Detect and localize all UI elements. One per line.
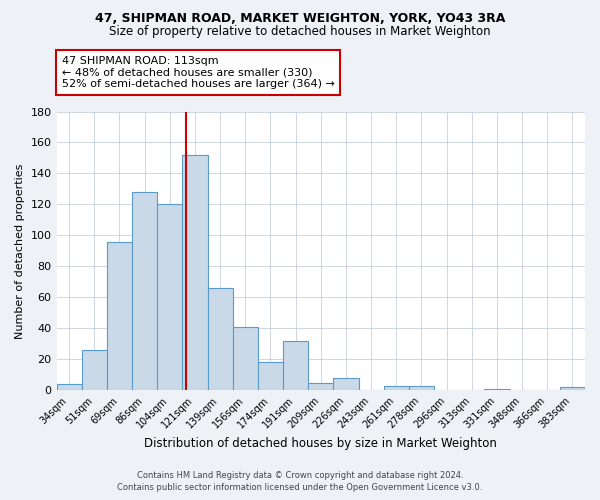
Bar — [484, 388, 509, 390]
Bar — [233, 327, 258, 390]
Bar — [560, 387, 585, 390]
Bar — [308, 382, 334, 390]
Bar — [157, 204, 182, 390]
Text: Contains HM Land Registry data © Crown copyright and database right 2024.
Contai: Contains HM Land Registry data © Crown c… — [118, 471, 482, 492]
Bar — [283, 340, 308, 390]
Text: 47 SHIPMAN ROAD: 113sqm
← 48% of detached houses are smaller (330)
52% of semi-d: 47 SHIPMAN ROAD: 113sqm ← 48% of detache… — [62, 56, 335, 89]
Text: 47, SHIPMAN ROAD, MARKET WEIGHTON, YORK, YO43 3RA: 47, SHIPMAN ROAD, MARKET WEIGHTON, YORK,… — [95, 12, 505, 26]
Bar — [82, 350, 107, 391]
Bar — [132, 192, 157, 390]
Bar — [56, 384, 82, 390]
Bar — [258, 362, 283, 390]
Bar — [208, 288, 233, 390]
Bar — [107, 242, 132, 390]
Bar — [182, 155, 208, 390]
Bar — [409, 386, 434, 390]
Y-axis label: Number of detached properties: Number of detached properties — [15, 163, 25, 338]
Text: Size of property relative to detached houses in Market Weighton: Size of property relative to detached ho… — [109, 25, 491, 38]
Bar — [334, 378, 359, 390]
X-axis label: Distribution of detached houses by size in Market Weighton: Distribution of detached houses by size … — [145, 437, 497, 450]
Bar — [383, 386, 409, 390]
